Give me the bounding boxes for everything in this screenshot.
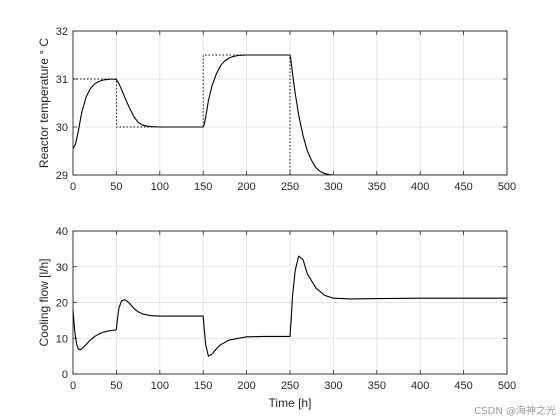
temp-x-tick-label: 100 (151, 181, 169, 193)
flow-y-tick-label: 0 (62, 369, 68, 381)
temp-y-tick-label: 31 (56, 74, 68, 86)
temp-y-tick-label: 29 (56, 170, 68, 182)
temp-x-tick-label: 200 (237, 181, 255, 193)
temp-y-tick-label: 30 (56, 122, 68, 134)
temp-x-tick-label: 50 (110, 181, 122, 193)
flow-x-axis-label: Time [h] (269, 396, 312, 410)
temp-x-tick-label: 450 (454, 181, 472, 193)
flow-x-tick-label: 100 (151, 380, 169, 392)
flow-y-tick-label: 20 (56, 298, 68, 310)
temp-x-tick-label: 0 (70, 181, 76, 193)
flow-y-axis-label: Cooling flow [l/h] (37, 258, 51, 346)
temp-y-tick-label: 32 (56, 26, 68, 38)
flow-y-tick-label: 10 (56, 333, 68, 345)
temp-setpoint-line (73, 54, 334, 175)
temp-x-tick-label: 500 (498, 181, 516, 193)
temp-x-tick-label: 400 (411, 181, 429, 193)
temp-axes-frame (72, 30, 508, 176)
flow-x-tick-label: 0 (70, 380, 76, 392)
temp-x-tick-label: 300 (324, 181, 342, 193)
flow-x-tick-label: 350 (368, 380, 386, 392)
flow-x-tick-label: 150 (194, 380, 212, 392)
flow-x-tick-label: 500 (498, 380, 516, 392)
flow-x-tick-label: 400 (411, 380, 429, 392)
flow-axes-frame (72, 230, 508, 375)
flow-x-tick-label: 300 (324, 380, 342, 392)
temperature-axes: 0 50 100 150 200 250 300 350 400 450 500 29 30 31 32 Re… (37, 26, 516, 193)
flow-x-tick-label: 250 (281, 380, 299, 392)
flow-response-line (73, 255, 507, 357)
temp-x-tick-label: 150 (194, 181, 212, 193)
temp-x-tick-label: 250 (281, 181, 299, 193)
temp-x-tick-label: 350 (368, 181, 386, 193)
flow-y-tick-label: 40 (56, 226, 68, 238)
watermark-text: CSDN @海神之光 (474, 404, 556, 417)
flow-x-tick-label: 50 (110, 380, 122, 392)
temp-response-line (73, 54, 507, 175)
flow-x-tick-label: 200 (237, 380, 255, 392)
temp-y-axis-label: Reactor temperature ° C (37, 38, 51, 169)
flow-y-tick-label: 30 (56, 262, 68, 274)
cooling-flow-axes: 0 50 100 150 200 250 300 350 400 450 500 0 10 20 30 40 C… (37, 226, 516, 410)
flow-x-tick-label: 450 (454, 380, 472, 392)
